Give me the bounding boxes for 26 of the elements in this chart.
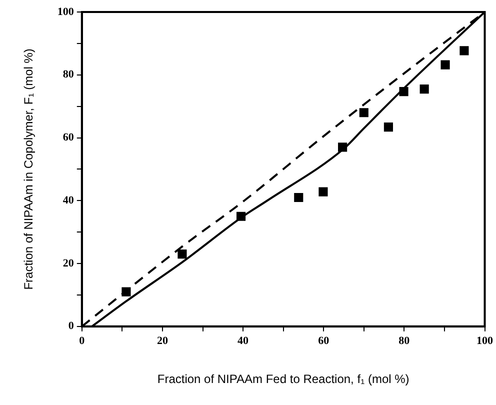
y-axis-title: Fraction of NIPAAm in Copolymer, F₁ (mol %): [22, 48, 36, 290]
point: [384, 122, 394, 132]
point: [294, 192, 304, 202]
y-tick-label: 40: [62, 194, 74, 206]
point: [440, 60, 450, 70]
y-tick-label: 100: [57, 6, 74, 18]
x-tick-label: 20: [156, 334, 168, 347]
point: [122, 287, 131, 296]
point: [318, 187, 328, 196]
point: [460, 46, 469, 56]
y-tick-label: 60: [62, 132, 74, 144]
x-axis-title: Fraction of NIPAAm Fed to Reaction, f₁ (mol %): [157, 372, 410, 386]
y-tick-label: 0: [68, 320, 74, 332]
x-tick-label: 0: [79, 334, 86, 347]
point: [399, 87, 408, 96]
point: [359, 108, 368, 118]
point: [178, 250, 187, 259]
x-tick-label: 60: [318, 334, 330, 347]
point: [420, 84, 429, 94]
x-tick-label: 100: [476, 334, 494, 347]
y-tick-label: 20: [62, 257, 74, 270]
x-tick-label: 80: [398, 334, 410, 347]
point: [236, 212, 246, 221]
y-tick-label: 80: [62, 68, 74, 81]
point: [338, 142, 348, 152]
x-tick-label: 40: [238, 334, 250, 347]
